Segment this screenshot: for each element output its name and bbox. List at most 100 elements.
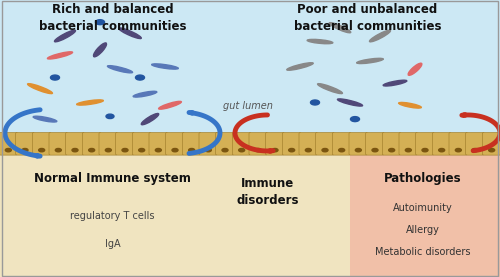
FancyBboxPatch shape [416,132,434,155]
Circle shape [422,148,428,152]
FancyBboxPatch shape [366,132,384,155]
Circle shape [322,148,328,152]
Circle shape [338,148,344,152]
FancyBboxPatch shape [66,132,84,155]
Circle shape [188,148,194,152]
Text: Metabolic disorders: Metabolic disorders [375,247,470,257]
FancyBboxPatch shape [332,132,351,155]
Circle shape [88,148,94,152]
Text: Allergy: Allergy [406,225,440,235]
Circle shape [138,148,144,152]
FancyBboxPatch shape [16,132,34,155]
FancyBboxPatch shape [482,132,500,155]
Text: Pathologies: Pathologies [384,172,462,185]
Ellipse shape [48,52,72,59]
FancyBboxPatch shape [466,132,484,155]
FancyBboxPatch shape [249,132,268,155]
Circle shape [438,148,444,152]
FancyBboxPatch shape [399,132,417,155]
Ellipse shape [318,84,342,94]
Ellipse shape [370,30,390,42]
Ellipse shape [142,114,158,125]
FancyBboxPatch shape [199,132,218,155]
FancyBboxPatch shape [32,132,51,155]
Circle shape [156,148,162,152]
Text: IgA: IgA [104,239,120,249]
Circle shape [456,148,462,152]
FancyBboxPatch shape [432,132,451,155]
Ellipse shape [136,75,144,80]
Ellipse shape [106,114,114,119]
Ellipse shape [108,66,132,73]
Circle shape [172,148,178,152]
Circle shape [272,148,278,152]
Circle shape [472,148,478,152]
Circle shape [56,148,62,152]
Circle shape [306,148,312,152]
Ellipse shape [96,20,104,25]
Circle shape [238,148,244,152]
Circle shape [356,148,362,152]
Circle shape [256,148,262,152]
FancyBboxPatch shape [349,132,368,155]
Circle shape [388,148,394,152]
FancyBboxPatch shape [282,132,301,155]
Circle shape [72,148,78,152]
Ellipse shape [152,64,178,69]
Text: Immune
disorders: Immune disorders [236,177,299,207]
Circle shape [222,148,228,152]
Ellipse shape [408,63,422,75]
FancyBboxPatch shape [299,132,318,155]
Circle shape [206,148,212,152]
FancyBboxPatch shape [316,132,334,155]
FancyBboxPatch shape [449,132,468,155]
Text: Poor and unbalanced
bacterial communities: Poor and unbalanced bacterial communitie… [294,3,442,33]
FancyBboxPatch shape [166,132,184,155]
Circle shape [106,148,112,152]
Ellipse shape [350,117,360,122]
Ellipse shape [330,23,350,33]
FancyBboxPatch shape [132,132,151,155]
Ellipse shape [76,100,104,105]
Circle shape [6,148,12,152]
Circle shape [488,148,494,152]
Ellipse shape [287,63,313,70]
FancyBboxPatch shape [216,132,234,155]
Ellipse shape [54,30,76,42]
Ellipse shape [94,43,106,57]
Bar [0,133,500,277]
FancyBboxPatch shape [49,132,68,155]
FancyBboxPatch shape [0,132,18,155]
Text: Rich and balanced
bacterial communities: Rich and balanced bacterial communities [39,3,186,33]
Ellipse shape [398,102,421,108]
Ellipse shape [118,28,142,39]
Ellipse shape [356,58,384,63]
FancyBboxPatch shape [82,132,101,155]
Ellipse shape [158,101,182,109]
FancyBboxPatch shape [266,132,284,155]
Circle shape [122,148,128,152]
Bar [0,0,500,133]
Bar [350,133,500,277]
FancyBboxPatch shape [232,132,251,155]
FancyBboxPatch shape [99,132,117,155]
Circle shape [22,148,28,152]
Text: regulatory T cells: regulatory T cells [70,211,155,221]
Ellipse shape [28,84,52,94]
FancyBboxPatch shape [182,132,201,155]
Text: Autoimunity: Autoimunity [392,203,452,213]
Circle shape [372,148,378,152]
FancyBboxPatch shape [116,132,134,155]
FancyBboxPatch shape [382,132,401,155]
Ellipse shape [383,80,407,86]
Text: gut lumen: gut lumen [222,101,272,111]
Ellipse shape [133,91,157,97]
Ellipse shape [50,75,59,80]
Circle shape [38,148,44,152]
FancyBboxPatch shape [149,132,168,155]
Ellipse shape [338,99,362,106]
Circle shape [406,148,411,152]
Ellipse shape [310,100,320,105]
Ellipse shape [307,39,333,44]
Circle shape [288,148,294,152]
